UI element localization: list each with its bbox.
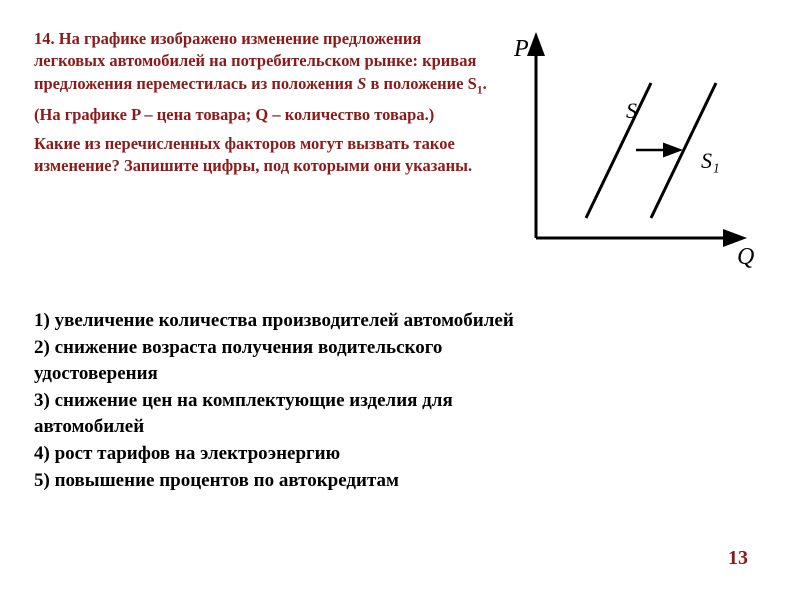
question-text: 14. На графике изображено изменение пред… xyxy=(34,28,488,278)
question-part3: Какие из перечисленных факторов могут вы… xyxy=(34,133,488,178)
svg-text:S₁: S₁ xyxy=(701,148,720,173)
question-part1: На графике изображено изменение предложе… xyxy=(34,29,487,93)
option-5: 5) повышение процентов по автокредитам xyxy=(34,468,766,495)
svg-text:S: S xyxy=(626,98,637,123)
option-2b: удостоверения xyxy=(34,361,766,388)
option-3b: автомобилей xyxy=(34,414,766,441)
answer-value: 13 xyxy=(728,547,748,570)
question-number: 14. xyxy=(34,29,55,48)
svg-text:P: P xyxy=(513,36,529,62)
option-4: 4) рост тарифов на электроэнергию xyxy=(34,441,766,468)
chart-svg: P Q S S₁ xyxy=(506,28,766,278)
option-3a: 3) снижение цен на комплектующие изделия… xyxy=(34,388,766,415)
svg-text:Q: Q xyxy=(737,244,754,270)
option-2: 2) снижение возраста получения водительс… xyxy=(34,335,766,362)
supply-curve-chart: P Q S S₁ xyxy=(506,28,766,278)
option-1: 1) увеличение количества производителей … xyxy=(34,308,766,335)
question-part2: (На графике P – цена товара; Q – количес… xyxy=(34,104,488,126)
answer-options: 1) увеличение количества производителей … xyxy=(34,308,766,494)
